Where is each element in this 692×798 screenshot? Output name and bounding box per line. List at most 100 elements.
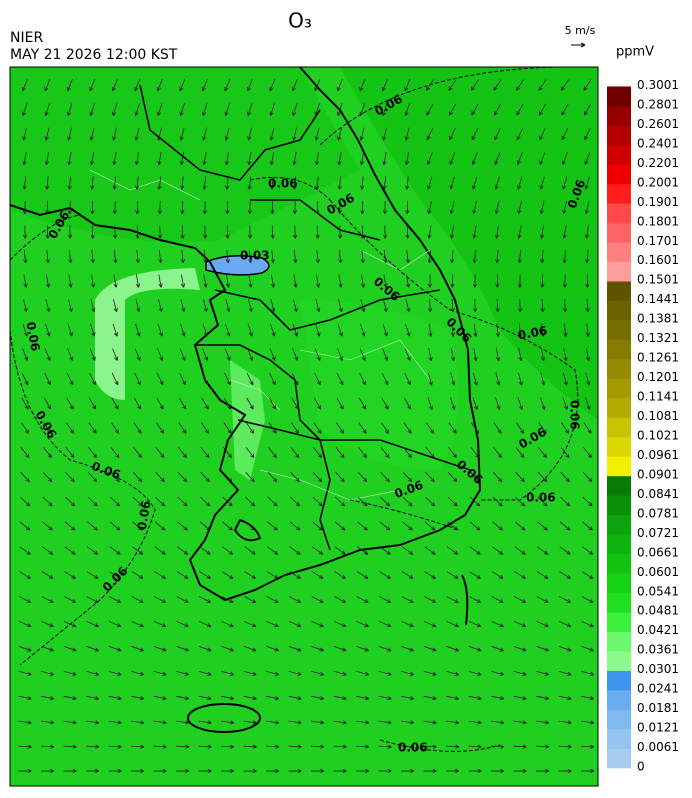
wind-arrow — [265, 768, 280, 774]
wind-arrow — [561, 79, 569, 91]
wind-arrow — [423, 720, 437, 725]
wind-arrow — [333, 768, 347, 774]
wind-arrow — [450, 323, 455, 337]
wind-arrow — [18, 768, 32, 774]
wind-arrow — [246, 372, 254, 386]
wind-arrow — [44, 127, 50, 141]
wind-arrow — [359, 152, 365, 166]
wind-arrow — [468, 621, 482, 628]
wind-arrow — [427, 397, 433, 410]
colorbar-tick-label: 0.0421 — [637, 623, 679, 637]
wind-arrow — [113, 274, 118, 288]
wind-arrow — [448, 422, 457, 434]
wind-arrow — [490, 768, 505, 774]
datetime: MAY 21 2026 12:00 KST — [10, 47, 178, 63]
colorbar-segment — [607, 417, 631, 438]
colorbar-segment — [607, 709, 631, 730]
wind-arrow — [401, 720, 415, 725]
contour-label: 0.06 — [398, 741, 428, 755]
unit: ppmV — [616, 45, 654, 60]
wind-arrow — [179, 348, 186, 361]
wind-arrow — [536, 571, 549, 579]
wind-arrow — [336, 397, 344, 410]
wind-arrow — [221, 596, 234, 603]
wind-arrow — [87, 496, 98, 507]
colorbar-segment — [607, 378, 631, 399]
wind-arrow — [156, 422, 165, 434]
wind-arrow — [358, 422, 367, 434]
wind-arrow — [493, 79, 502, 91]
wind-arrow — [382, 127, 387, 141]
wind-arrow — [559, 571, 571, 579]
wind-arrow — [246, 78, 253, 92]
wind-arrow — [135, 225, 140, 239]
wind-arrow — [243, 670, 257, 676]
wind-arrow — [154, 521, 166, 531]
wind-arrow — [517, 225, 522, 239]
wind-arrow — [200, 447, 210, 458]
wind-arrow — [356, 571, 369, 579]
wind-arrow — [383, 249, 388, 264]
wind-arrow — [202, 200, 207, 215]
wind-arrow — [292, 348, 299, 361]
wind-arrow — [110, 471, 120, 483]
wind-arrow — [153, 670, 167, 676]
wind-arrow — [266, 621, 279, 628]
wind-arrow — [89, 127, 95, 141]
wind-arrow — [88, 447, 97, 458]
wind-arrow — [41, 645, 54, 652]
wind-arrow — [581, 670, 595, 676]
wind-arrow — [471, 422, 480, 434]
wind-arrow — [180, 225, 185, 239]
wind-arrow — [315, 225, 320, 239]
wind-arrow — [157, 152, 162, 166]
wind-arrow — [313, 397, 322, 410]
wind-arrow — [494, 152, 501, 165]
wind-arrow — [335, 496, 346, 507]
wind-arrow — [558, 768, 572, 774]
wind-arrow — [86, 645, 99, 652]
low-area — [205, 255, 270, 276]
wind-arrow — [337, 103, 343, 116]
wind-arrow — [130, 768, 145, 774]
wind-arrow — [67, 323, 73, 337]
wind-arrow — [19, 571, 31, 579]
wind-arrow — [449, 225, 455, 239]
wind-arrow — [491, 670, 505, 676]
wind-arrow — [248, 299, 253, 313]
wind-arrow — [176, 546, 189, 555]
wind-arrow — [585, 274, 590, 288]
wind-arrow — [585, 249, 590, 264]
wind-arrow — [311, 670, 325, 676]
wind-arrow — [131, 621, 144, 628]
wind-arrow — [450, 274, 455, 288]
colorbar-segment — [607, 164, 631, 185]
wind-arrow — [313, 447, 322, 458]
wind-arrow — [473, 323, 478, 337]
wind-arrow — [423, 744, 437, 749]
wind-arrow — [378, 744, 392, 749]
wind-arrow — [535, 744, 550, 749]
wind-arrow — [513, 645, 527, 652]
colorbar-tick-label: 0.2201 — [637, 156, 679, 170]
colorbar-segment — [607, 183, 631, 204]
wind-arrow — [108, 670, 122, 676]
colorbar-segment — [607, 320, 631, 340]
wind-arrow — [468, 720, 482, 725]
wind-arrow — [563, 298, 568, 313]
wind-arrow — [45, 323, 51, 337]
wind-arrow — [112, 200, 117, 215]
wind-arrow — [404, 372, 411, 386]
wind-arrow — [63, 695, 77, 701]
wind-arrow — [63, 744, 77, 749]
wind-arrow — [493, 422, 502, 434]
wind-arrow — [245, 471, 255, 483]
wind-arrow — [290, 471, 300, 483]
wind-arrow — [86, 670, 100, 676]
wind-arrow — [290, 496, 301, 507]
wind-arrow — [536, 621, 549, 628]
wind-arrow — [562, 372, 568, 386]
wind-arrow — [40, 744, 55, 749]
wind-arrow — [380, 496, 391, 507]
wind-arrow — [495, 372, 501, 386]
